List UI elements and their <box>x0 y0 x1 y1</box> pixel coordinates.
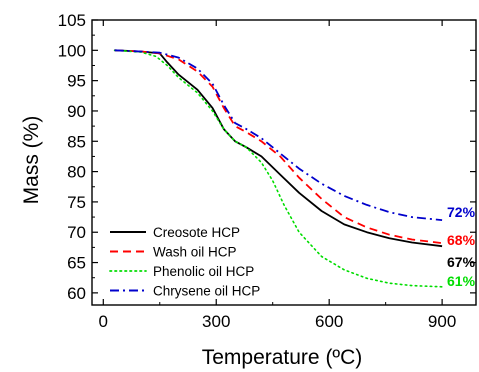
legend-label-creosote-hcp: Creosote HCP <box>153 225 240 240</box>
end-label-creosote-hcp: 67% <box>447 254 476 270</box>
end-label-chrysene-oil-hcp: 72% <box>447 204 476 220</box>
series-line-chrysene-oil-hcp <box>114 49 443 221</box>
legend-label-chrysene-oil-hcp: Chrysene oil HCP <box>153 284 260 299</box>
y-tick-label: 65 <box>67 254 86 273</box>
y-tick-label: 90 <box>67 102 86 121</box>
y-tick-label: 70 <box>67 223 86 242</box>
y-tick-label: 105 <box>58 11 86 30</box>
plot-frame <box>91 19 477 306</box>
y-tick-label: 85 <box>67 132 86 151</box>
series-line-creosote-hcp <box>114 49 443 248</box>
series-line-phenolic-oil-hcp <box>113 49 443 288</box>
end-label-wash-oil-hcp: 68% <box>447 232 476 248</box>
end-labels: 67% 68% 61% 72% <box>447 204 476 289</box>
x-tick-label: 300 <box>202 312 230 331</box>
x-tick-label: 0 <box>99 312 108 331</box>
end-label-phenolic-oil-hcp: 61% <box>447 273 476 289</box>
plot-area <box>91 19 477 306</box>
series-line-wash-oil-hcp <box>114 49 443 244</box>
y-tick-label: 75 <box>67 193 86 212</box>
legend: Creosote HCP Wash oil HCP Phenolic oil HCP… <box>109 225 260 299</box>
legend-label-wash-oil-hcp: Wash oil HCP <box>153 245 237 260</box>
y-axis-label: Mass (%) <box>20 116 43 205</box>
x-axis-label: Temperature (ºC) <box>202 346 363 369</box>
series-lines <box>113 49 443 288</box>
x-tick-label: 900 <box>428 312 456 331</box>
axes: 0 300 600 900 60 65 70 75 80 85 90 95 100 105 <box>58 11 476 331</box>
y-tick-label: 100 <box>58 41 86 60</box>
legend-label-phenolic-oil-hcp: Phenolic oil HCP <box>153 264 254 279</box>
x-tick-label: 600 <box>315 312 343 331</box>
y-tick-label: 80 <box>67 163 86 182</box>
y-tick-label: 60 <box>67 284 86 303</box>
y-tick-label: 95 <box>67 72 86 91</box>
